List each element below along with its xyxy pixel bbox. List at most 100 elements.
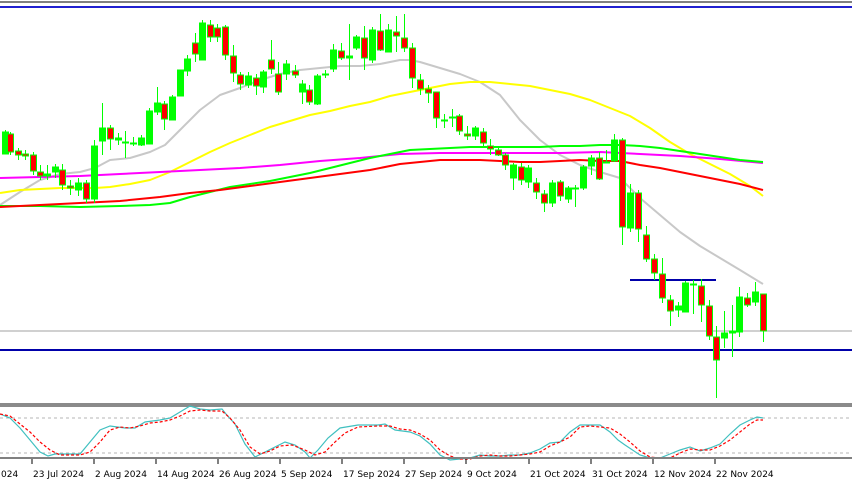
candle — [385, 24, 392, 53]
candle — [292, 65, 299, 78]
candle — [52, 164, 59, 178]
bull-candle-body — [115, 137, 122, 141]
candle — [177, 69, 184, 97]
bull-candle-body — [75, 182, 82, 191]
bull-candle-body — [721, 332, 728, 339]
x-tick-label: 9 Oct 2024 — [467, 470, 517, 480]
bull-candle-body — [690, 283, 697, 286]
bear-candle-body — [464, 133, 471, 137]
bear-candle-body — [59, 169, 66, 186]
candle — [603, 150, 610, 164]
bear-candle-body — [596, 157, 603, 180]
bull-candle-body — [682, 282, 689, 313]
ma-yellow-line — [0, 81, 764, 197]
candle — [572, 185, 579, 207]
bull-candle-body — [154, 102, 161, 113]
candle — [146, 108, 153, 145]
bear-candle-body — [222, 26, 229, 56]
candle — [353, 35, 360, 50]
candle — [268, 40, 275, 74]
bear-candle-body — [322, 73, 329, 76]
bear-candle-body — [659, 273, 666, 299]
bear-candle-body — [214, 27, 221, 38]
candle — [59, 164, 66, 190]
candle — [275, 62, 282, 95]
candle — [549, 180, 556, 207]
candle — [425, 85, 432, 103]
bear-candle-body — [30, 154, 37, 172]
candle — [230, 45, 237, 82]
candle — [690, 280, 697, 314]
candle — [480, 128, 487, 146]
x-tick-label: 23 Jul 2024 — [33, 470, 84, 480]
stochastic-oscillator-panel — [0, 405, 852, 461]
candle — [611, 134, 618, 162]
bull-candle-body — [169, 96, 176, 121]
candle — [541, 190, 548, 212]
candle — [222, 25, 229, 60]
candle — [192, 33, 199, 62]
moving-averages — [0, 59, 764, 285]
x-tick-label: 14 Aug 2024 — [157, 470, 215, 480]
bear-candle-body — [361, 37, 368, 59]
bear-candle-body — [306, 89, 313, 103]
bear-candle-body — [533, 182, 540, 193]
stoch-main-line — [0, 405, 764, 461]
candle — [161, 101, 168, 130]
candlesticks — [2, 14, 767, 398]
bear-candle-body — [667, 299, 674, 312]
x-tick-label: 21 Oct 2024 — [530, 470, 586, 480]
x-tick-label: 2 Aug 2024 — [95, 470, 147, 480]
bear-candle-body — [433, 91, 440, 119]
bull-candle-body — [146, 110, 153, 145]
candle — [207, 20, 214, 42]
bull-candle-body — [283, 63, 290, 75]
bear-candle-body — [393, 31, 400, 37]
bear-candle-body — [425, 88, 432, 94]
candle — [682, 281, 689, 313]
panel-separator[interactable] — [0, 403, 852, 407]
bear-candle-body — [441, 119, 448, 122]
bull-candle-body — [385, 29, 392, 53]
candle — [67, 180, 74, 195]
bull-candle-body — [314, 75, 321, 105]
bear-candle-body — [130, 142, 137, 145]
bull-candle-body — [44, 173, 51, 177]
candle — [643, 226, 650, 262]
bull-candle-body — [369, 29, 376, 61]
candle — [487, 139, 494, 155]
bull-candle-body — [177, 69, 184, 97]
bear-candle-body — [495, 149, 502, 156]
bear-candle-body — [541, 193, 548, 204]
candle — [706, 300, 713, 340]
bear-candle-body — [456, 115, 463, 132]
time-axis: 024 23 Jul 2024 2 Aug 2024 14 Aug 2024 26 Au… — [1, 459, 774, 480]
bear-candle-body — [480, 131, 487, 144]
candle — [401, 14, 408, 52]
x-tick-label: 12 Nov 2024 — [654, 470, 712, 480]
candle — [588, 155, 595, 175]
ma-green-line — [0, 144, 764, 208]
candle — [393, 16, 400, 52]
candle — [75, 178, 82, 196]
candle — [322, 70, 329, 78]
candle — [495, 147, 502, 156]
bear-candle-body — [698, 285, 705, 306]
bear-candle-body — [518, 166, 525, 181]
candle — [659, 258, 666, 303]
candle — [580, 165, 587, 190]
candle — [525, 165, 532, 188]
candle — [752, 282, 759, 306]
candle — [283, 60, 290, 80]
candle — [306, 85, 313, 105]
bull-candle-body — [627, 192, 634, 229]
bear-candle-body — [192, 42, 199, 55]
x-tick-label: 5 Sep 2024 — [281, 470, 333, 480]
bear-candle-body — [572, 187, 579, 190]
bear-candle-body — [651, 258, 658, 274]
candle — [260, 70, 267, 93]
candle — [456, 114, 463, 135]
